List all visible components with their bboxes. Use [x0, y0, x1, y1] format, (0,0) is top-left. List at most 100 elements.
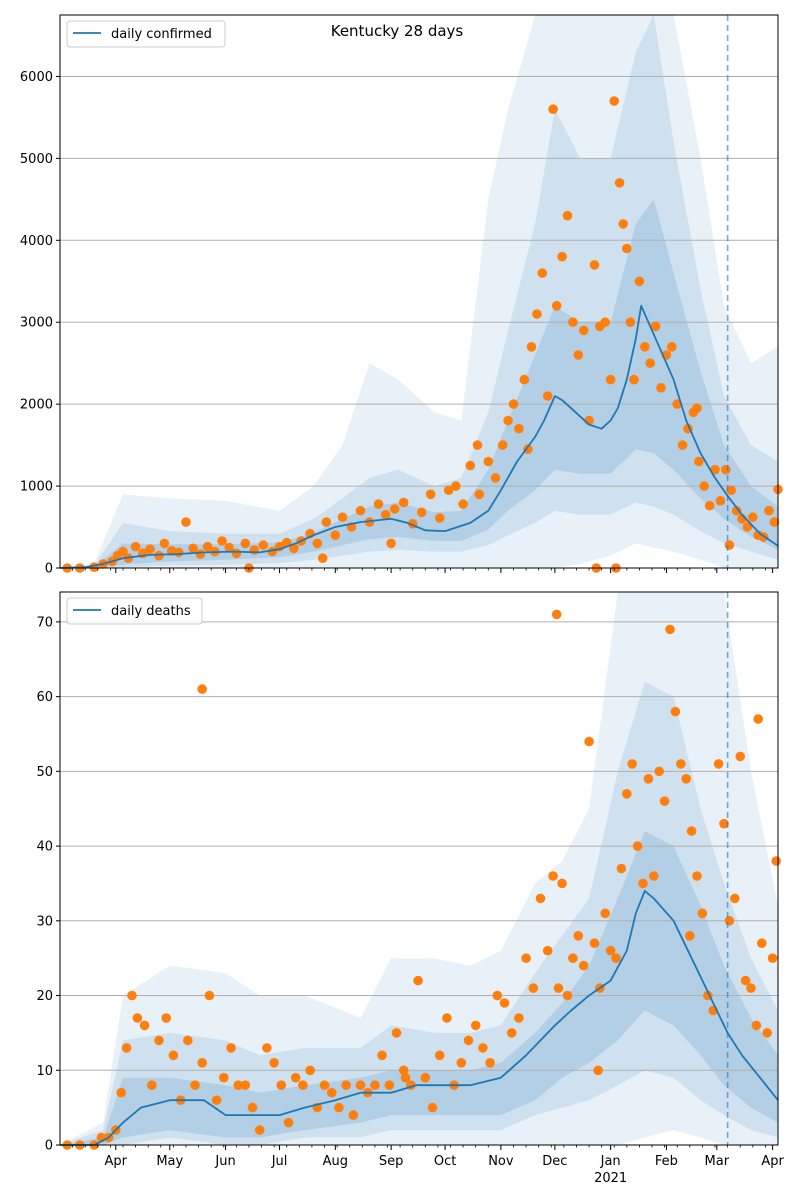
confirmed-data-point	[289, 543, 299, 554]
confirmed-data-point	[589, 260, 600, 270]
deaths-data-point	[127, 990, 137, 1001]
confirmed-data-point	[474, 489, 485, 500]
deaths-data-point	[478, 1043, 488, 1053]
deaths-data-point	[305, 1065, 315, 1076]
deaths-data-point	[499, 998, 510, 1008]
confirmed-data-point	[355, 505, 366, 516]
deaths-data-point	[753, 714, 763, 724]
confirmed-data-point	[726, 485, 736, 496]
confirmed-data-point	[650, 321, 661, 332]
confirmed-data-point	[508, 399, 519, 409]
deaths-legend: daily deaths	[66, 597, 203, 625]
deaths-data-point	[377, 1050, 387, 1061]
deaths-panel: 0 10 20 30 40 50 60 70 Apr May Jun Jul Aug Sep Oct Nov…	[36, 591, 784, 1186]
deaths-x-tick-label: Jul	[271, 1154, 288, 1169]
deaths-data-point	[740, 975, 751, 986]
deaths-series-line	[60, 890, 779, 1146]
deaths-x-tick-label: Feb	[655, 1154, 678, 1169]
deaths-data-point	[548, 871, 558, 881]
confirmed-data-point	[503, 415, 513, 426]
confirmed-data-point	[600, 317, 610, 328]
confirmed-data-point	[174, 547, 184, 558]
deaths-data-point	[240, 1080, 251, 1090]
confirmed-data-point	[458, 499, 468, 509]
confirmed-y-tick-label: 5000	[20, 152, 53, 167]
confirmed-data-point	[742, 522, 753, 532]
confirmed-data-point	[181, 517, 191, 527]
deaths-data-point	[391, 1028, 402, 1038]
deaths-data-point	[589, 938, 600, 948]
deaths-data-point	[204, 990, 215, 1001]
deaths-data-point	[254, 1125, 265, 1135]
confirmed-band-1	[60, 15, 778, 568]
deaths-data-point	[298, 1080, 308, 1090]
confirmed-data-point	[715, 496, 726, 506]
deaths-data-point	[132, 1013, 143, 1023]
confirmed-data-point	[692, 403, 702, 414]
confirmed-data-point	[526, 342, 537, 352]
deaths-data-point	[767, 953, 778, 963]
confirmed-data-point	[434, 513, 445, 523]
deaths-data-point	[622, 789, 632, 799]
deaths-data-point	[456, 1058, 467, 1068]
deaths-y-tick-label: 10	[36, 1064, 53, 1079]
deaths-plot-frame	[59, 591, 779, 1146]
confirmed-data-point	[609, 96, 619, 106]
deaths-data-point	[341, 1080, 351, 1090]
deaths-band-0	[60, 592, 778, 1145]
deaths-data-point	[219, 1072, 229, 1083]
deaths-data-point	[434, 1050, 445, 1061]
deaths-data-point	[319, 1080, 330, 1090]
deaths-data-point	[632, 841, 643, 851]
deaths-data-point	[183, 1035, 193, 1046]
deaths-x-year-label: 2021	[594, 1171, 627, 1186]
deaths-data-point	[420, 1072, 431, 1083]
deaths-x-tick-label: Jan	[600, 1154, 621, 1169]
deaths-data-point	[269, 1058, 279, 1068]
deaths-x-tick-label: Oct	[434, 1154, 456, 1169]
deaths-data-point	[627, 759, 637, 769]
deaths-data-point	[492, 990, 503, 1001]
deaths-data-point	[600, 908, 610, 919]
deaths-data-point	[735, 751, 745, 762]
deaths-data-point	[638, 878, 648, 889]
confirmed-data-point	[542, 391, 553, 401]
deaths-data-point	[521, 953, 531, 963]
deaths-data-point	[719, 818, 729, 829]
confirmed-data-point	[490, 473, 501, 483]
deaths-data-point	[746, 983, 756, 993]
deaths-data-point	[262, 1043, 272, 1053]
confirmed-data-point	[731, 505, 742, 516]
confirmed-data-point	[578, 325, 589, 336]
confirmed-data-point	[532, 309, 542, 319]
confirmed-data-point	[159, 538, 170, 549]
deaths-data-point	[605, 945, 616, 956]
confirmed-data-point	[548, 104, 558, 114]
deaths-y-tick-label: 50	[36, 765, 53, 780]
confirmed-data-point	[451, 481, 461, 491]
deaths-data-point	[506, 1028, 517, 1038]
deaths-data-point	[233, 1080, 243, 1090]
confirmed-data-point	[622, 243, 632, 254]
confirmed-data-point	[640, 342, 650, 352]
deaths-data-point	[168, 1050, 179, 1061]
confirmed-data-point	[537, 268, 548, 278]
deaths-x-tick-label: Dec	[542, 1154, 567, 1169]
confirmed-data-point	[202, 541, 213, 552]
deaths-data-point	[578, 960, 589, 971]
deaths-y-tick-label: 40	[36, 840, 53, 855]
confirmed-data-point	[224, 542, 234, 553]
confirmed-data-point	[605, 374, 616, 385]
deaths-data-point	[551, 609, 562, 620]
deaths-x-tick-label: Nov	[488, 1154, 514, 1169]
confirmed-x-axis	[72, 568, 774, 573]
confirmed-data-point	[166, 546, 177, 556]
deaths-data-point	[370, 1080, 380, 1090]
deaths-data-point	[542, 945, 553, 956]
confirmed-data-point	[724, 540, 735, 550]
deaths-data-point	[771, 856, 781, 866]
confirmed-data-point	[317, 553, 328, 563]
deaths-data-point	[355, 1080, 366, 1090]
deaths-data-point	[334, 1102, 344, 1113]
